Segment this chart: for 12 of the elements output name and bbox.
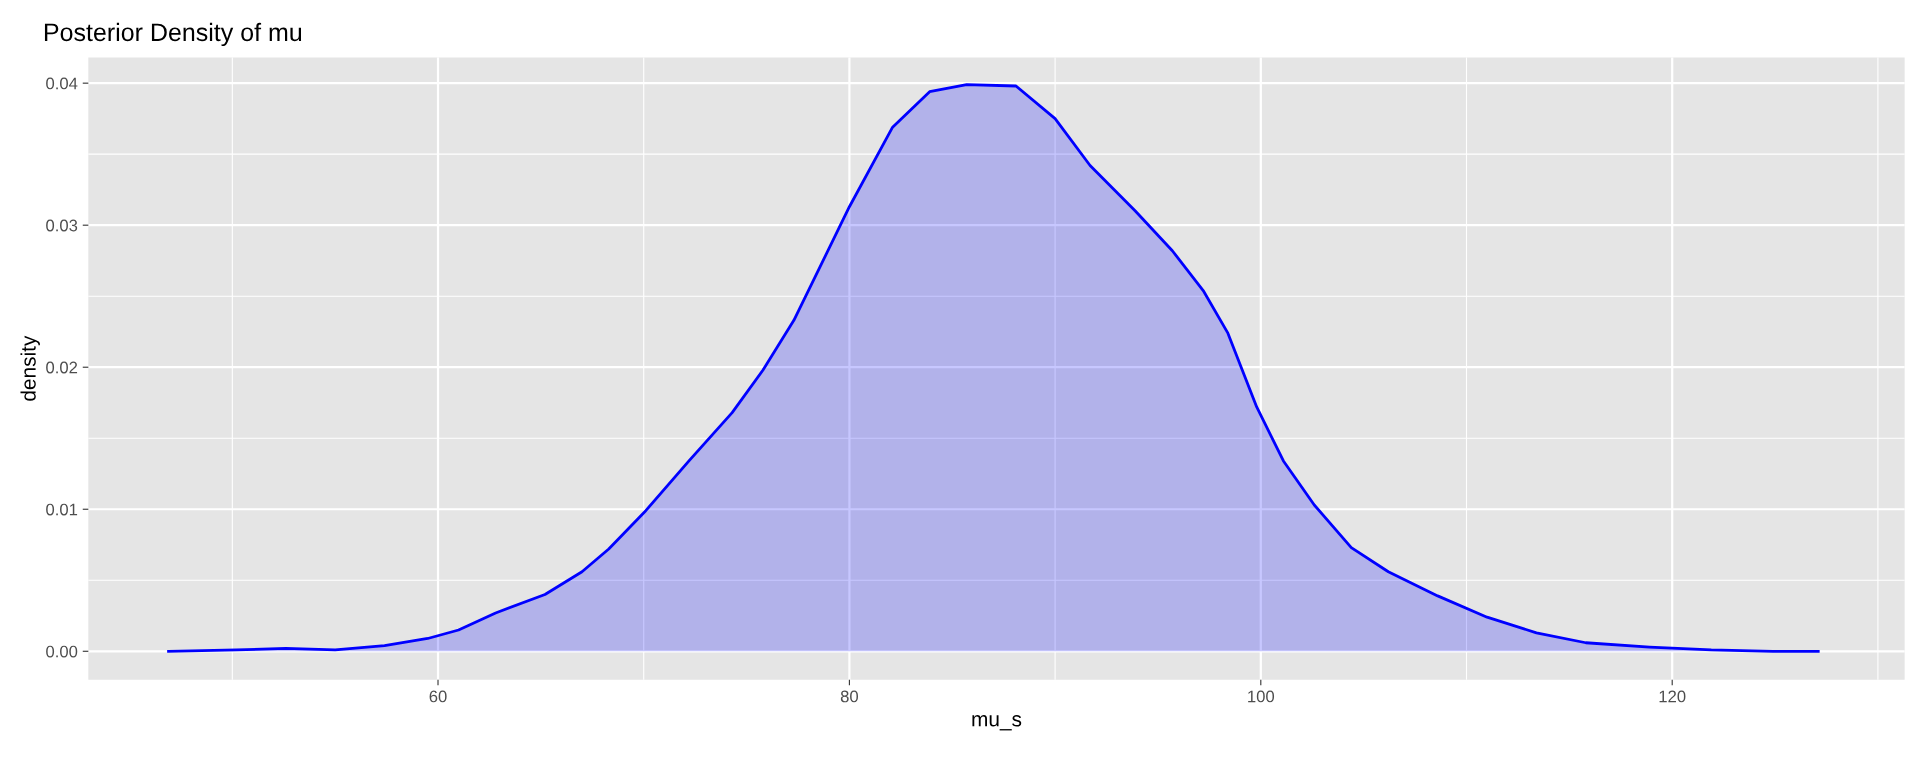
y-tick-label: 0.04 bbox=[46, 77, 78, 90]
x-tick-label: 80 bbox=[840, 690, 859, 703]
y-tick-label: 0.03 bbox=[46, 219, 78, 232]
x-tick-label: 60 bbox=[429, 690, 447, 703]
chart-title: Posterior Density of mu bbox=[44, 22, 302, 47]
x-tick-label: 100 bbox=[1248, 690, 1275, 703]
y-tick-label: 0.02 bbox=[46, 361, 78, 374]
y-tick-label: 0.00 bbox=[46, 645, 78, 658]
x-tick-label: 120 bbox=[1659, 690, 1686, 703]
y-axis-title: density bbox=[20, 335, 40, 401]
y-tick-label: 0.01 bbox=[46, 503, 78, 516]
x-axis-title: mu_s bbox=[972, 715, 1022, 731]
